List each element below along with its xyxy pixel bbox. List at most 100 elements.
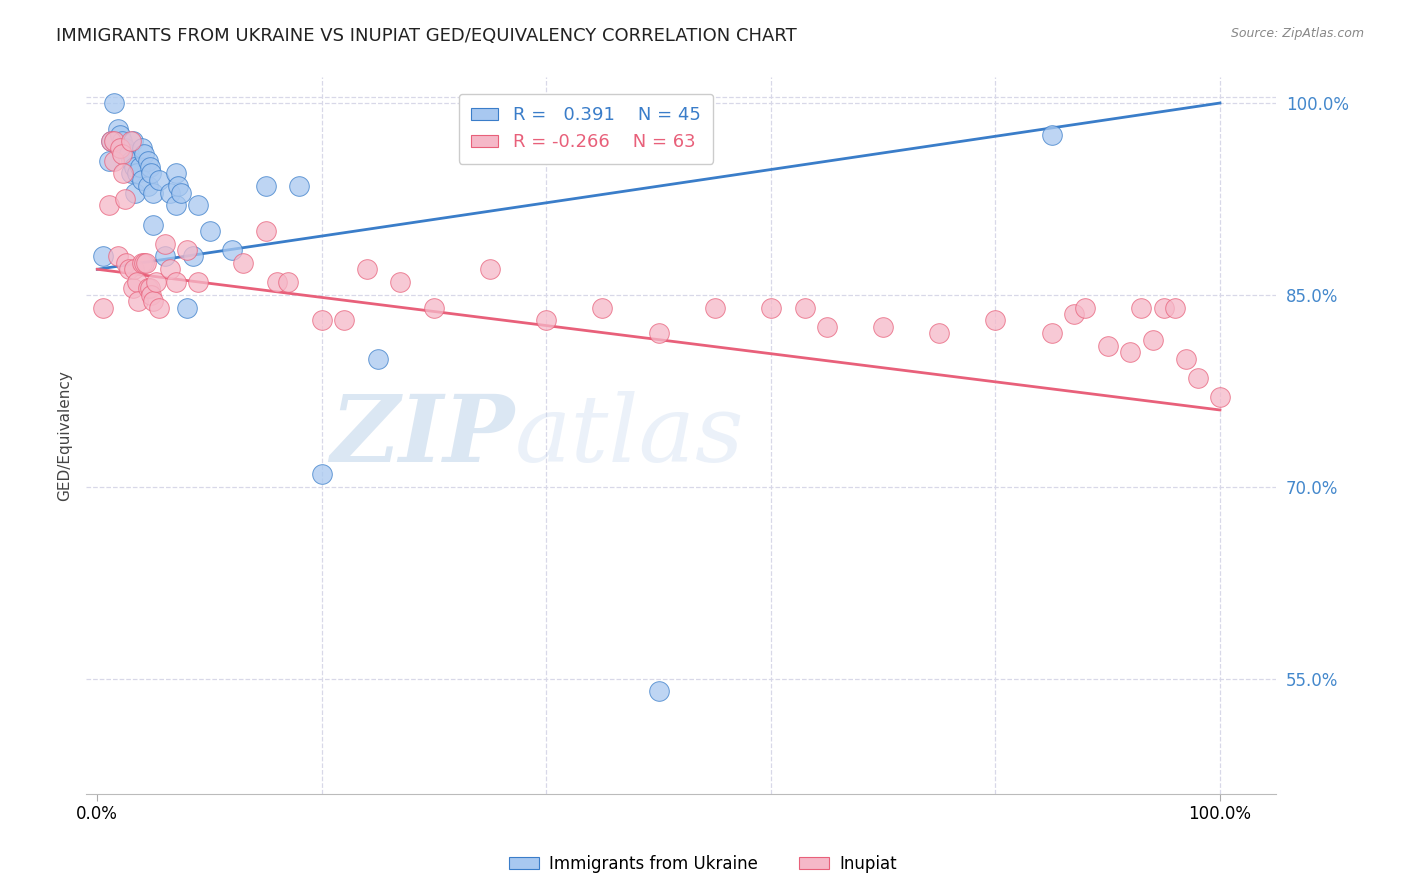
Point xyxy=(984,313,1007,327)
Point xyxy=(165,198,187,212)
Point xyxy=(131,256,153,270)
Point xyxy=(124,186,146,200)
Point xyxy=(139,160,162,174)
Point xyxy=(131,173,153,187)
Point xyxy=(111,141,134,155)
Point xyxy=(1153,301,1175,315)
Point xyxy=(97,198,120,212)
Point xyxy=(187,198,209,212)
Point xyxy=(111,135,134,149)
Point xyxy=(1097,339,1119,353)
Point xyxy=(141,166,163,180)
Point xyxy=(103,135,125,149)
Point xyxy=(159,262,181,277)
Point xyxy=(142,294,165,309)
Point xyxy=(1040,326,1063,341)
Text: ZIP: ZIP xyxy=(330,391,515,481)
Point xyxy=(311,313,333,327)
Point xyxy=(108,141,131,155)
Point xyxy=(170,186,193,200)
Point xyxy=(221,243,243,257)
Point xyxy=(356,262,378,277)
Point xyxy=(1040,128,1063,142)
Point xyxy=(136,179,159,194)
Point xyxy=(167,179,190,194)
Point xyxy=(108,128,131,142)
Point xyxy=(148,173,170,187)
Point xyxy=(254,179,277,194)
Text: atlas: atlas xyxy=(515,391,744,481)
Point xyxy=(107,121,129,136)
Point xyxy=(114,141,136,155)
Point xyxy=(872,319,894,334)
Point xyxy=(367,351,389,366)
Point xyxy=(389,275,412,289)
Point xyxy=(120,166,142,180)
Legend: R =   0.391    N = 45, R = -0.266    N = 63: R = 0.391 N = 45, R = -0.266 N = 63 xyxy=(458,94,713,164)
Text: Source: ZipAtlas.com: Source: ZipAtlas.com xyxy=(1230,27,1364,40)
Point xyxy=(91,301,114,315)
Point xyxy=(125,275,148,289)
Point xyxy=(703,301,725,315)
Point xyxy=(100,135,122,149)
Point xyxy=(1063,307,1085,321)
Point xyxy=(142,186,165,200)
Point xyxy=(176,243,198,257)
Y-axis label: GED/Equivalency: GED/Equivalency xyxy=(58,370,72,501)
Point xyxy=(647,326,669,341)
Point xyxy=(181,250,204,264)
Point xyxy=(135,256,157,270)
Point xyxy=(148,301,170,315)
Point xyxy=(793,301,815,315)
Legend: Immigrants from Ukraine, Inupiat: Immigrants from Ukraine, Inupiat xyxy=(502,848,904,880)
Point xyxy=(759,301,782,315)
Point xyxy=(232,256,254,270)
Point xyxy=(91,250,114,264)
Point xyxy=(129,160,152,174)
Point xyxy=(165,166,187,180)
Point xyxy=(1187,371,1209,385)
Point xyxy=(1130,301,1153,315)
Point xyxy=(142,218,165,232)
Point xyxy=(103,153,125,168)
Point xyxy=(112,166,135,180)
Point xyxy=(266,275,288,289)
Point xyxy=(115,256,138,270)
Point xyxy=(277,275,299,289)
Point xyxy=(198,224,221,238)
Text: IMMIGRANTS FROM UKRAINE VS INUPIAT GED/EQUIVALENCY CORRELATION CHART: IMMIGRANTS FROM UKRAINE VS INUPIAT GED/E… xyxy=(56,27,797,45)
Point xyxy=(479,262,502,277)
Point xyxy=(97,153,120,168)
Point xyxy=(1142,333,1164,347)
Point xyxy=(159,186,181,200)
Point xyxy=(145,275,167,289)
Point xyxy=(131,141,153,155)
Point xyxy=(111,147,134,161)
Point xyxy=(1164,301,1187,315)
Point xyxy=(100,135,122,149)
Point xyxy=(139,281,162,295)
Point xyxy=(187,275,209,289)
Point xyxy=(118,262,141,277)
Point xyxy=(141,288,163,302)
Point xyxy=(125,166,148,180)
Point xyxy=(124,160,146,174)
Point xyxy=(114,192,136,206)
Point xyxy=(423,301,446,315)
Point xyxy=(134,147,156,161)
Point xyxy=(254,224,277,238)
Point xyxy=(176,301,198,315)
Point xyxy=(134,256,156,270)
Point xyxy=(647,684,669,698)
Point xyxy=(122,281,145,295)
Point xyxy=(815,319,838,334)
Point xyxy=(928,326,950,341)
Point xyxy=(107,250,129,264)
Point xyxy=(120,135,142,149)
Point xyxy=(153,236,176,251)
Point xyxy=(124,262,146,277)
Point xyxy=(536,313,558,327)
Point xyxy=(1175,351,1198,366)
Point xyxy=(1119,345,1142,359)
Point xyxy=(288,179,311,194)
